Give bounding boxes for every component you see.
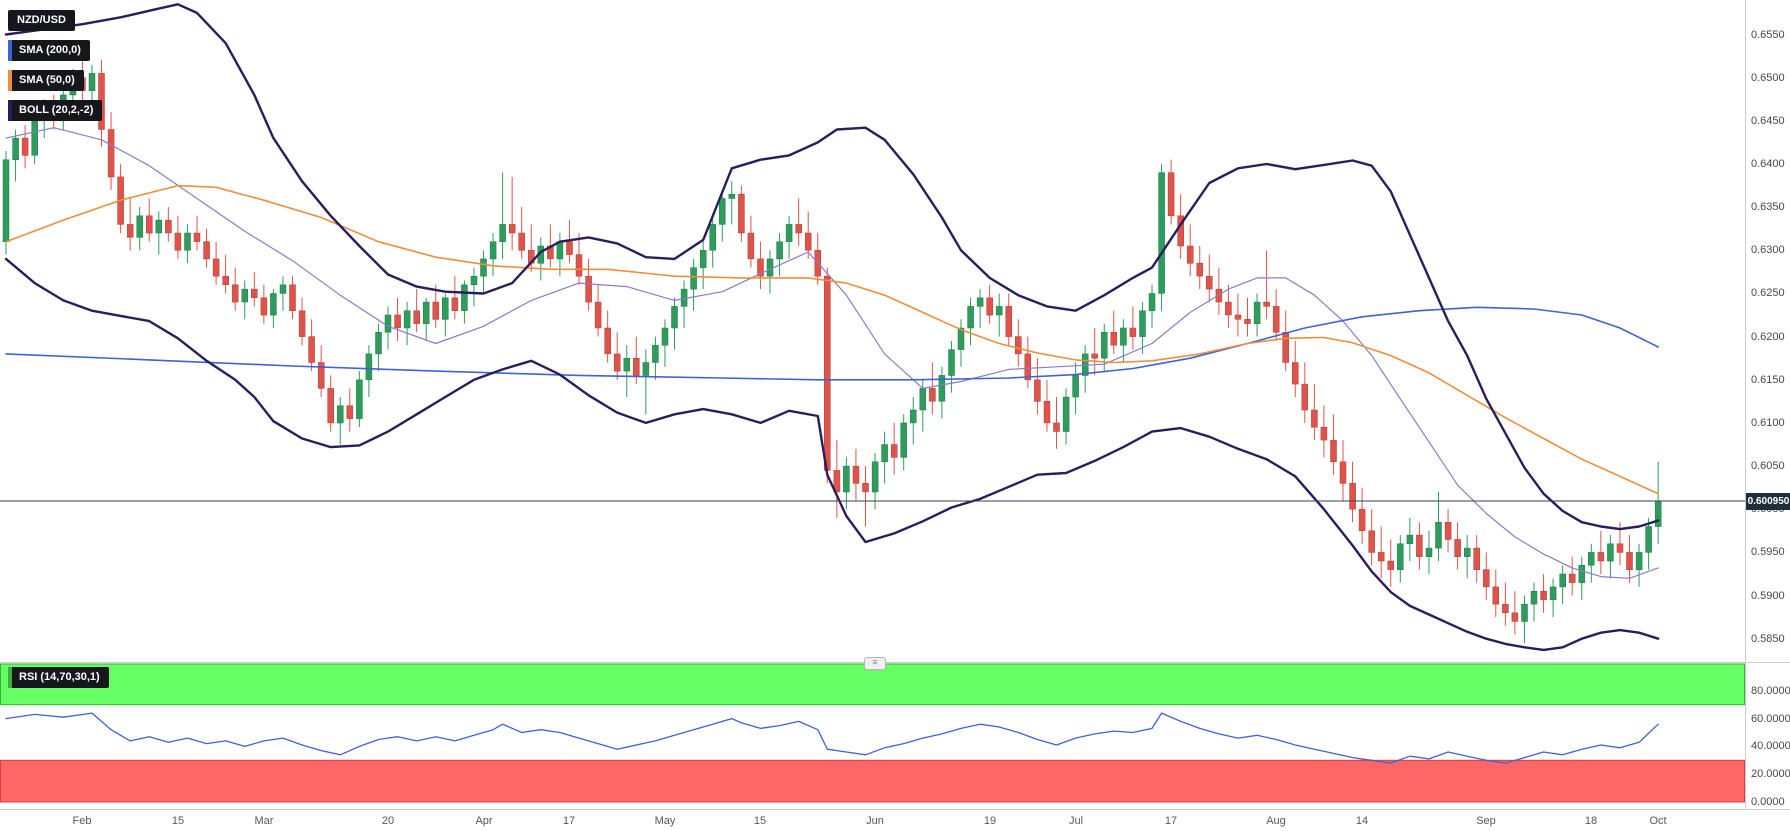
boll-color-strip xyxy=(8,100,12,121)
symbol-badge[interactable]: NZD/USD xyxy=(8,10,75,31)
rsi-axis-label: 80.0000 xyxy=(1751,685,1790,697)
chart-legend: NZD/USD SMA (200,0) SMA (50,0) BOLL (20,… xyxy=(8,10,103,121)
time-axis-label: Feb xyxy=(72,815,92,827)
price-chart-svg[interactable] xyxy=(0,0,1745,662)
time-axis-label: 19 xyxy=(983,815,997,827)
sma200-line xyxy=(5,306,1659,381)
price-axis-label: 0.6300 xyxy=(1751,244,1785,256)
price-axis-label: 0.5950 xyxy=(1751,546,1785,558)
time-axis[interactable]: Feb 15 Mar 20 Apr 17 May 15 Jun 19 Jul 17 Aug 14 Sep 18… xyxy=(0,810,1790,831)
price-panel[interactable]: NZD/USD SMA (200,0) SMA (50,0) BOLL (20,… xyxy=(0,0,1745,662)
price-axis-label: 0.6350 xyxy=(1751,201,1785,213)
price-axis-label: 0.6450 xyxy=(1751,115,1785,127)
rsi-axis[interactable]: 80.0000 60.0000 40.0000 20.0000 0.0000 xyxy=(1745,663,1790,809)
price-axis-label: 0.6100 xyxy=(1751,417,1785,429)
price-axis-label: 0.5900 xyxy=(1751,590,1785,602)
rsi-oversold-zone xyxy=(0,759,1745,803)
time-axis-label: 20 xyxy=(381,815,395,827)
sma200-color-strip xyxy=(8,40,12,61)
sma50-line xyxy=(5,184,1659,495)
price-axis-label: 0.6550 xyxy=(1751,29,1785,41)
time-axis-label: Jul xyxy=(1068,815,1084,827)
panel-divider xyxy=(0,662,1790,663)
rsi-chart-svg[interactable] xyxy=(0,663,1745,809)
indicator-badge-sma50[interactable]: SMA (50,0) xyxy=(8,70,84,91)
price-axis[interactable]: 0.6550 0.6500 0.6450 0.6400 0.6350 0.6300 0.62… xyxy=(1745,0,1790,662)
price-axis-label: 0.6150 xyxy=(1751,374,1785,386)
price-axis-label: 0.6250 xyxy=(1751,287,1785,299)
time-axis-divider xyxy=(0,809,1790,810)
price-axis-label: 0.5850 xyxy=(1751,633,1785,645)
time-axis-label: May xyxy=(654,815,676,827)
time-axis-label: 17 xyxy=(1164,815,1178,827)
candles-group xyxy=(2,60,1662,643)
price-axis-label: 0.6400 xyxy=(1751,158,1785,170)
rsi-axis-label: 20.0000 xyxy=(1751,768,1790,780)
time-axis-label: Apr xyxy=(475,815,493,827)
indicator-badge-sma200[interactable]: SMA (200,0) xyxy=(8,40,90,61)
boll-label: BOLL (20,2,-2) xyxy=(19,104,94,116)
rsi-panel[interactable]: RSI (14,70,30,1) xyxy=(0,663,1745,809)
sma50-color-strip xyxy=(8,70,12,91)
time-axis-label: 15 xyxy=(753,815,767,827)
rsi-overbought-zone xyxy=(0,663,1745,706)
current-price-tag: 0.600950 xyxy=(1746,493,1790,510)
time-axis-label: Jun xyxy=(866,815,884,827)
rsi-axis-label: 0.0000 xyxy=(1751,796,1785,808)
time-axis-label: 17 xyxy=(562,815,576,827)
sma50-label: SMA (50,0) xyxy=(19,74,75,86)
time-axis-label: Mar xyxy=(254,815,274,827)
boll-lower-line xyxy=(4,257,1660,652)
price-axis-label: 0.6050 xyxy=(1751,460,1785,472)
indicator-badge-boll[interactable]: BOLL (20,2,-2) xyxy=(8,100,103,121)
sma200-label: SMA (200,0) xyxy=(19,44,81,56)
panel-resize-handle[interactable]: ≡ xyxy=(864,657,886,670)
price-axis-label: 0.6500 xyxy=(1751,72,1785,84)
time-axis-label: 18 xyxy=(1584,815,1598,827)
boll-middle-line xyxy=(5,127,1659,579)
rsi-axis-label: 60.0000 xyxy=(1751,713,1790,725)
price-axis-label: 0.6200 xyxy=(1751,331,1785,343)
boll-upper-line xyxy=(4,3,1660,531)
time-axis-label: 14 xyxy=(1355,815,1369,827)
time-axis-label: Aug xyxy=(1266,815,1286,827)
symbol-label: NZD/USD xyxy=(17,14,66,26)
rsi-color-strip xyxy=(8,667,12,688)
time-axis-label: Oct xyxy=(1649,815,1667,827)
rsi-label: RSI (14,70,30,1) xyxy=(19,671,100,683)
time-axis-label: Sep xyxy=(1476,815,1496,827)
rsi-line xyxy=(5,712,1659,764)
time-axis-label: 15 xyxy=(171,815,185,827)
rsi-badge[interactable]: RSI (14,70,30,1) xyxy=(8,667,109,688)
rsi-axis-label: 40.0000 xyxy=(1751,740,1790,752)
